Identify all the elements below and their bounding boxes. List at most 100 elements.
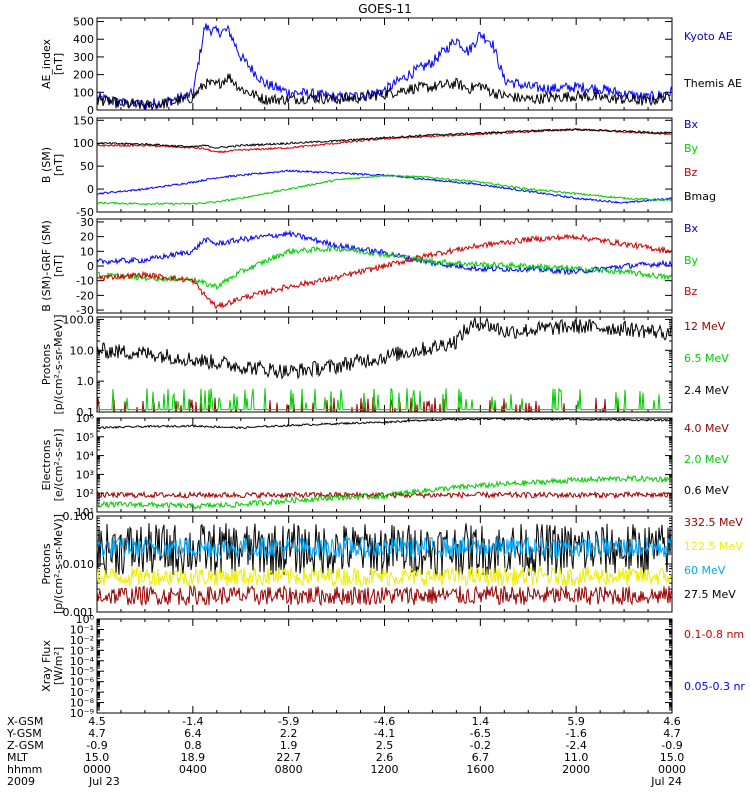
x-axis-value: 4.7 <box>663 727 681 740</box>
series-group <box>97 317 672 412</box>
x-axis-row-label: Z-GSM <box>7 739 44 752</box>
x-axis-value: -0.2 <box>470 739 491 752</box>
y-tick-label: 10.0 <box>70 344 95 357</box>
y-tick-label: 10⁰ <box>76 613 95 626</box>
legend-122-5-mev: 122.5 MeV <box>684 540 743 553</box>
panel-2: -50 0 50 100 150 B (SM) [nT] Bx By Bz Bmag <box>40 114 716 219</box>
x-axis-value: -2.4 <box>565 739 586 752</box>
x-axis-value: 2.2 <box>280 727 298 740</box>
series-line-bmag <box>97 128 672 149</box>
series-line-bx <box>97 169 672 204</box>
x-axis-value: 1200 <box>371 763 399 776</box>
legend-60-mev: 60 MeV <box>684 564 726 577</box>
x-axis-value: 5.9 <box>567 715 585 728</box>
y-tick-label: -30 <box>76 304 94 317</box>
y-axis-label: [e/(cm²-s-sr)] <box>52 429 65 502</box>
legend-2-4-mev: 2.4 MeV <box>684 384 729 397</box>
y-tick-label: 10⁻⁴ <box>70 655 95 668</box>
series-line-60-mev <box>97 535 672 560</box>
legend-by: By <box>684 254 699 267</box>
x-axis-value: 2.5 <box>376 739 394 752</box>
series-line-0-6-mev <box>97 418 672 430</box>
panel-frame <box>96 117 673 213</box>
y-tick-label: 0.001 <box>63 606 95 619</box>
series-group <box>97 128 672 206</box>
x-axis-value: 15.0 <box>660 751 685 764</box>
series-line-bx <box>97 229 672 276</box>
y-tick-label: 10³ <box>76 468 94 481</box>
series-line-2-4-mev <box>97 317 672 380</box>
y-tick-label: 400 <box>73 33 94 46</box>
x-axis-value: 18.9 <box>181 751 206 764</box>
x-axis-value: -1.6 <box>565 727 586 740</box>
legend-by: By <box>684 142 699 155</box>
x-axis-value: 2.6 <box>376 751 394 764</box>
legend-bmag: Bmag <box>684 190 716 203</box>
legend-bz: Bz <box>684 166 698 179</box>
y-axis-label: [nT] <box>52 255 65 277</box>
x-axis-ephemeris: X-GSMY-GSMZ-GSMMLThhmm20094.54.7-0.915.0… <box>6 715 686 788</box>
y-tick-label: 30 <box>80 216 94 229</box>
y-tick-label: 1.0 <box>77 375 95 388</box>
legend-bx: Bx <box>684 222 699 235</box>
x-axis-row-label: 2009 <box>7 775 35 788</box>
y-tick-label: 10⁶ <box>76 412 95 425</box>
y-tick-label: 10¹ <box>76 506 94 519</box>
y-tick-label: 10⁻⁶ <box>70 676 95 689</box>
legend-2-0-mev: 2.0 MeV <box>684 453 729 466</box>
y-axis-label: [nT] <box>52 53 65 75</box>
y-tick-label: 10⁻⁵ <box>70 665 94 678</box>
legend-12-mev: 12 MeV <box>684 320 726 333</box>
y-tick-label: 10⁻³ <box>70 644 94 657</box>
y-tick-label: 0.100 <box>63 510 95 523</box>
x-axis-value: 11.0 <box>564 751 589 764</box>
y-tick-label: 50 <box>80 160 94 173</box>
x-axis-value: Jul 23 <box>88 775 120 788</box>
y-axis-label: Xray Flux <box>40 640 53 692</box>
series-group <box>97 23 672 110</box>
series-group <box>97 229 672 310</box>
legend-0-1-0-8-nm: 0.1-0.8 nm <box>684 628 744 641</box>
y-tick-label: 100 <box>73 86 94 99</box>
legend-332-5-mev: 332.5 MeV <box>684 516 743 529</box>
x-axis-value: 2000 <box>562 763 590 776</box>
legend-bx: Bx <box>684 118 699 131</box>
x-axis-value: 1.4 <box>472 715 490 728</box>
y-tick-label: 0.1 <box>77 406 95 419</box>
legend-bz: Bz <box>684 285 698 298</box>
x-axis-value: 0400 <box>179 763 207 776</box>
y-tick-label: 0 <box>87 183 94 196</box>
legend-4-0-mev: 4.0 MeV <box>684 422 729 435</box>
x-axis-value: -4.6 <box>374 715 395 728</box>
series-line-by <box>97 173 672 206</box>
legend-27-5-mev: 27.5 MeV <box>684 588 736 601</box>
y-tick-label: 0.010 <box>63 558 95 571</box>
panel-5: 10¹ 10² 10³ 10⁴ 10⁵ 10⁶ Electrons [e/(cm²-s-sr)… <box>40 412 729 519</box>
y-axis-label: [p/(cm²-s-sr-MeV)] <box>52 514 65 614</box>
y-tick-label: 10⁻⁹ <box>70 707 94 720</box>
y-tick-label: 300 <box>73 51 94 64</box>
y-tick-label: 150 <box>73 114 94 127</box>
x-axis-value: 1600 <box>466 763 494 776</box>
x-axis-value: 15.0 <box>85 751 110 764</box>
x-axis-row-label: Y-GSM <box>6 727 42 740</box>
x-axis-value: 0000 <box>83 763 111 776</box>
x-axis-value: 4.6 <box>663 715 681 728</box>
plot-title: GOES-11 <box>358 2 412 16</box>
legend-themis-ae: Themis AE <box>683 77 742 90</box>
y-tick-label: 100 <box>73 137 94 150</box>
series-group <box>97 418 672 510</box>
y-tick-label: 10⁴ <box>76 450 95 463</box>
series-line-2-0-mev <box>97 474 672 510</box>
x-axis-value: 6.7 <box>472 751 490 764</box>
panel-1: 0 100 200 300 400 500 AE_index [nT] Kyoto AE Them… <box>40 16 742 117</box>
y-tick-label: 20 <box>80 231 94 244</box>
x-axis-value: 6.4 <box>184 727 202 740</box>
y-tick-label: 0 <box>87 104 94 117</box>
y-tick-label: 10 <box>80 245 94 258</box>
y-axis-label: [W/m²] <box>52 647 65 685</box>
x-axis-value: -0.9 <box>86 739 107 752</box>
series-line-themis-ae <box>97 73 672 110</box>
